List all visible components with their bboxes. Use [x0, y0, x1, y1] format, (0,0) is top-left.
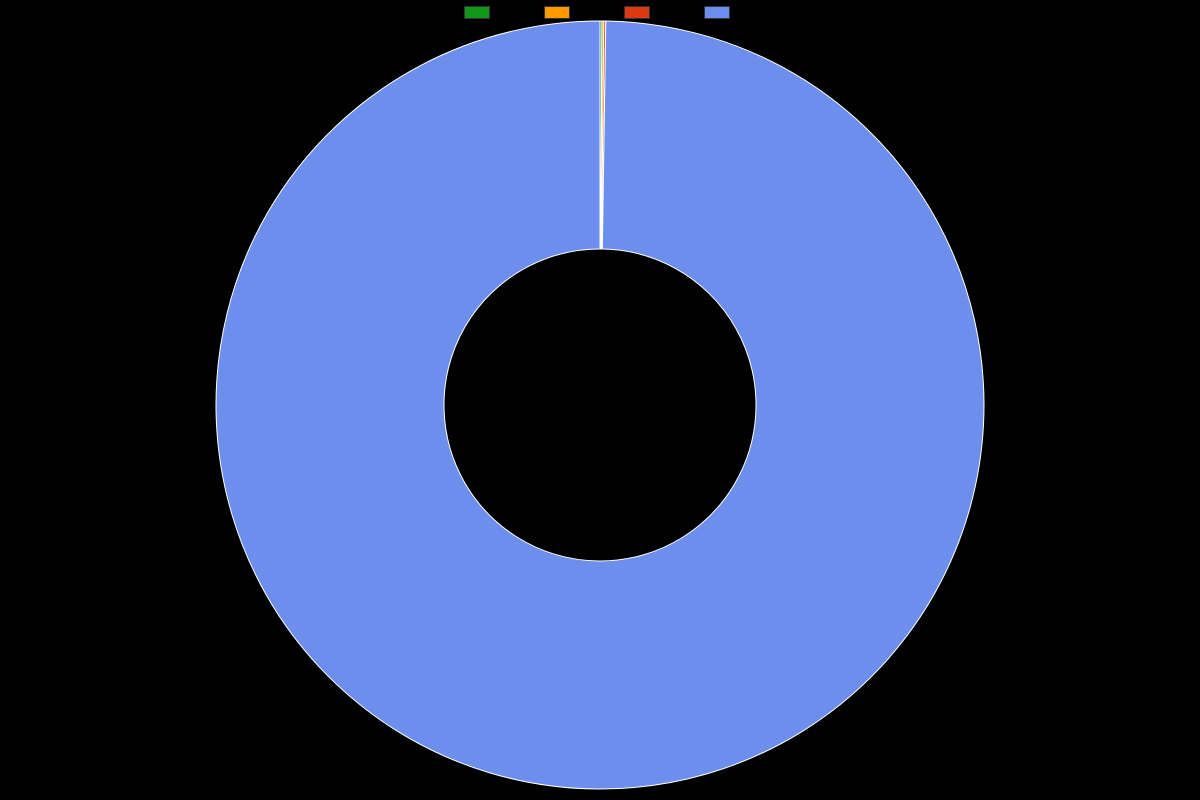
- donut-chart: [0, 0, 1200, 800]
- donut-slice-3[interactable]: [216, 21, 984, 789]
- chart-container: [0, 0, 1200, 800]
